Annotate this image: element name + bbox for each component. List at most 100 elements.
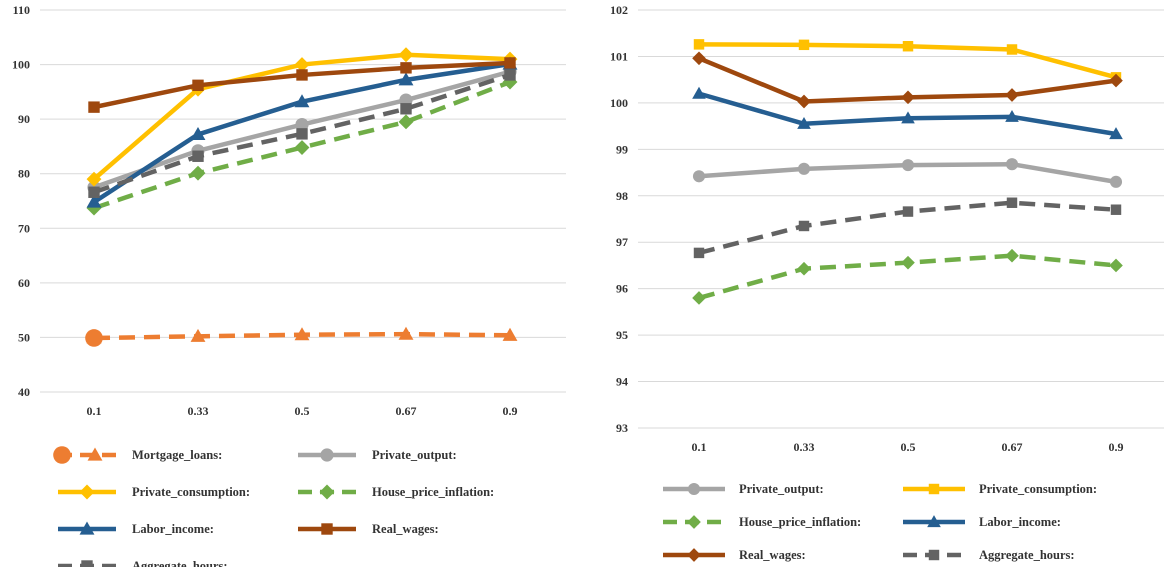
legend-item-private-output: Private_output:	[663, 482, 824, 496]
y-tick-label: 98	[616, 189, 628, 203]
legend-label: House_price_inflation:	[739, 515, 861, 529]
legend-marker	[81, 560, 93, 567]
legend-label: Private_output:	[372, 448, 457, 462]
data-point	[902, 41, 914, 52]
series-private-output	[692, 158, 1123, 188]
data-point	[693, 247, 705, 259]
data-point	[1005, 110, 1019, 122]
series-private-consumption	[693, 39, 1122, 83]
data-point	[504, 57, 516, 69]
data-point	[1006, 44, 1018, 55]
data-point	[88, 186, 100, 198]
legend-marker	[319, 484, 335, 500]
legend-label: Real_wages:	[372, 522, 439, 536]
data-point	[294, 327, 310, 341]
legend: Private_output: House_price_inflation: Rea…	[663, 482, 1097, 562]
legend-label: Mortgage_loans:	[132, 448, 222, 462]
data-point	[190, 165, 206, 181]
y-tick-label: 102	[610, 3, 628, 17]
y-tick-label: 40	[18, 385, 30, 399]
series-aggregate-hours	[88, 69, 516, 198]
data-point	[1109, 73, 1123, 88]
y-tick-label: 95	[616, 328, 628, 342]
data-point	[901, 255, 915, 270]
series-real-wages	[692, 51, 1123, 109]
legend-marker	[320, 448, 334, 462]
y-tick-label: 80	[18, 167, 30, 181]
data-point	[901, 159, 915, 172]
legend-marker	[79, 484, 95, 500]
data-point	[400, 103, 412, 115]
data-point	[398, 72, 414, 86]
data-point	[797, 162, 811, 175]
series-house-price-inflation	[692, 248, 1123, 305]
data-point	[190, 126, 206, 141]
data-point	[1005, 248, 1019, 263]
data-point	[85, 329, 103, 347]
legend-marker	[321, 523, 333, 535]
y-tick-label: 100	[610, 96, 628, 110]
legend-item-real-wages: Real_wages:	[663, 548, 806, 562]
x-tick-label: 0.67	[1002, 440, 1023, 454]
x-tick-label: 0.33	[794, 440, 815, 454]
series-line	[93, 79, 511, 211]
legend-item-mortgage-loans: Mortgage_loans:	[53, 446, 222, 464]
legend-item-house-price-inflation: House_price_inflation:	[298, 484, 494, 500]
data-point	[797, 261, 811, 276]
x-tick-label: 0.5	[295, 404, 310, 418]
legend-item-real-wages: Real_wages:	[298, 522, 439, 536]
y-tick-label: 94	[616, 375, 628, 389]
data-point	[692, 51, 706, 66]
legend-item-labor-income: Labor_income:	[58, 521, 214, 536]
data-point	[798, 220, 810, 232]
legend-label: Private_output:	[739, 482, 824, 496]
legend-marker	[87, 447, 103, 461]
data-point	[1005, 88, 1019, 102]
data-point	[1109, 127, 1123, 140]
legend-label: Private_consumption:	[132, 485, 250, 499]
data-point	[400, 62, 412, 74]
legend-marker	[687, 548, 701, 562]
legend-item-aggregate-hours: Aggregate_hours:	[903, 548, 1075, 562]
legend-item-house-price-inflation: House_price_inflation:	[663, 515, 861, 529]
legend-label: Real_wages:	[739, 548, 806, 562]
data-point	[797, 116, 811, 129]
data-point	[902, 206, 914, 217]
data-point	[798, 39, 810, 51]
y-tick-label: 93	[616, 421, 628, 435]
data-point	[693, 39, 705, 50]
legend-item-private-output: Private_output:	[298, 448, 457, 462]
legend-item-private-consumption: Private_consumption:	[903, 482, 1097, 496]
data-point	[692, 86, 706, 99]
data-point	[190, 328, 206, 342]
legend-marker	[687, 482, 701, 496]
legend-marker	[79, 521, 95, 535]
legend-label: Aggregate_hours:	[979, 548, 1075, 562]
data-point	[192, 79, 204, 92]
y-tick-label: 60	[18, 276, 30, 290]
x-tick-label: 0.67	[396, 404, 417, 418]
legend-marker	[928, 483, 940, 495]
data-point	[398, 47, 414, 63]
data-point	[294, 57, 310, 73]
legend-marker	[927, 515, 941, 528]
x-tick-label: 0.5	[901, 440, 916, 454]
x-tick-label: 0.1	[87, 404, 102, 418]
data-point	[502, 327, 518, 341]
x-tick-label: 0.9	[503, 404, 518, 418]
data-point	[86, 194, 102, 208]
data-point	[294, 94, 310, 108]
y-tick-label: 100	[12, 58, 30, 72]
series-line	[93, 72, 511, 195]
legend-marker	[687, 515, 701, 529]
data-point	[192, 150, 204, 162]
x-tick-label: 0.1	[692, 440, 707, 454]
data-point	[692, 291, 706, 305]
data-point	[901, 90, 915, 105]
y-tick-label: 99	[616, 142, 628, 156]
left-chart: 40 50 60 70 80 90 100 110 0.1 0.33 0.5 0.67 0.9 Mortg…	[12, 3, 566, 567]
data-point	[1109, 258, 1123, 273]
data-point	[88, 101, 100, 113]
legend-item-private-consumption: Private_consumption:	[58, 484, 250, 500]
